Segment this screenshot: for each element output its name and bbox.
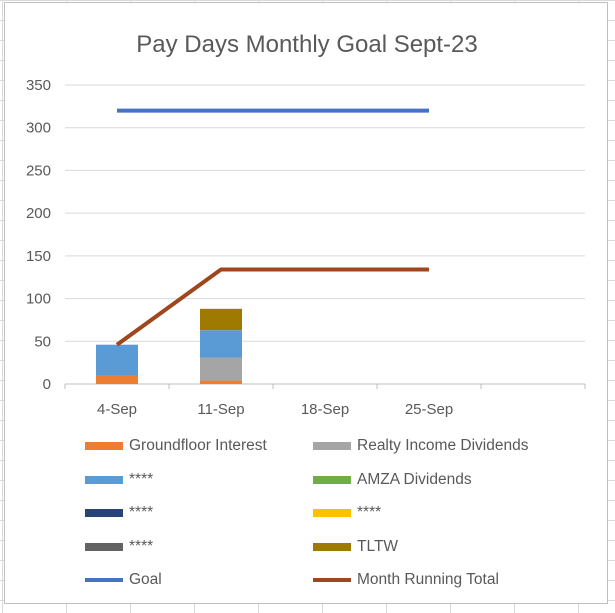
legend-label: **** [129, 537, 154, 555]
legend-label: Realty Income Dividends [357, 437, 529, 454]
legend-label: Month Running Total [357, 571, 499, 588]
x-tick-label: 4-Sep [97, 401, 137, 418]
legend-item: **** [85, 498, 153, 528]
legend-item: **** [85, 465, 153, 495]
legend-item: **** [313, 498, 381, 528]
y-tick-label: 350 [26, 77, 51, 94]
legend-label: AMZA Dividends [357, 470, 472, 488]
y-tick-label: 50 [34, 333, 51, 350]
legend-item: **** [85, 532, 153, 562]
legend-item: Goal [85, 565, 162, 595]
series-line [115, 267, 429, 347]
legend-swatch [313, 578, 351, 582]
legend-item: TLTW [313, 532, 398, 562]
legend-label: **** [129, 504, 154, 521]
legend-swatch [85, 442, 123, 450]
legend-label: Goal [129, 571, 162, 588]
legend-swatch [313, 475, 351, 484]
bar-segment [96, 375, 138, 384]
chart-area[interactable]: Pay Days Monthly Goal Sept-23 0 50 100 150 2… [4, 2, 608, 604]
legend-swatch [85, 542, 123, 551]
y-tick-label: 250 [26, 162, 51, 179]
bar-segment [200, 380, 242, 384]
bar-segment [200, 308, 242, 331]
legend-swatch [85, 578, 123, 582]
legend-item: AMZA Dividends [313, 465, 472, 495]
y-tick-label: 150 [26, 248, 51, 265]
legend-label: Groundfloor Interest [129, 437, 267, 454]
bar-segment [96, 344, 138, 376]
legend-swatch [313, 542, 351, 551]
x-tick-label: 18-Sep [301, 401, 349, 418]
x-tick-label: 11-Sep [197, 401, 244, 418]
legend-label: TLTW [357, 537, 399, 555]
legend-swatch [85, 475, 123, 484]
bar-segment [200, 357, 242, 381]
legend-swatch [85, 509, 123, 517]
legend-item: Groundfloor Interest [85, 431, 267, 461]
y-tick-label: 200 [26, 205, 51, 222]
chart-title: Pay Days Monthly Goal Sept-23 [136, 31, 478, 58]
y-tick-label: 300 [26, 120, 51, 137]
x-tick-label: 25-Sep [405, 401, 453, 418]
legend-label: **** [357, 504, 382, 521]
legend-item: Month Running Total [313, 565, 499, 595]
plot-area: 0 50 100 150 200 250 300 350 4-Sep 11-Sep 18-Sep 25… [26, 77, 586, 418]
legend-item: Realty Income Dividends [313, 431, 528, 461]
y-tick-label: 0 [43, 376, 51, 393]
legend-label: **** [129, 470, 154, 488]
bar-segment [200, 330, 242, 358]
y-tick-label: 100 [26, 291, 51, 308]
legend-swatch [313, 442, 351, 450]
legend-swatch [313, 509, 351, 517]
